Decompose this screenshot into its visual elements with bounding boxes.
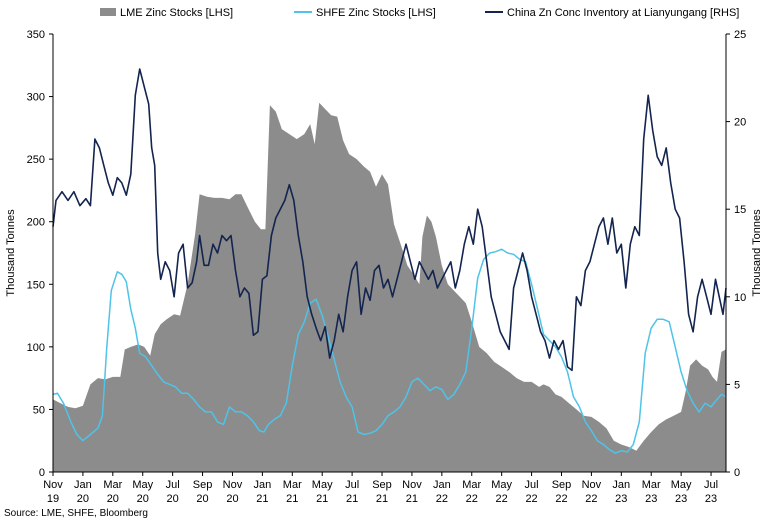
x-tick-label-year: 22 xyxy=(525,493,537,505)
legend-label: China Zn Conc Inventory at Lianyungang [… xyxy=(507,7,739,19)
x-tick-label-year: 22 xyxy=(585,493,597,505)
legend: LME Zinc Stocks [LHS] SHFE Zinc Stocks [L… xyxy=(100,7,739,19)
y-left-tick-label: 250 xyxy=(27,154,45,166)
x-tick-label-year: 22 xyxy=(436,493,448,505)
x-tick-label-month: Jan xyxy=(74,479,92,491)
x-tick-label-year: 22 xyxy=(555,493,567,505)
x-tick-label-year: 20 xyxy=(137,493,149,505)
x-tick-label-year: 20 xyxy=(77,493,89,505)
x-tick-label-month: Jan xyxy=(254,479,272,491)
x-tick-label-month: Jul xyxy=(704,479,718,491)
series-shfe-zinc-line xyxy=(52,248,727,454)
y-right-tick-label: 10 xyxy=(734,292,746,304)
legend-label: SHFE Zinc Stocks [LHS] xyxy=(316,7,436,19)
y-left-tick-label: 100 xyxy=(27,342,45,354)
x-tick-label-month: Mar xyxy=(642,479,661,491)
x-tick-label-month: Sep xyxy=(193,479,213,491)
x-tick-label-year: 21 xyxy=(376,493,388,505)
x-tick-label-month: Nov xyxy=(43,479,63,491)
y-left-tick-label: 0 xyxy=(39,467,45,479)
legend-swatch-lme xyxy=(100,8,116,16)
x-tick-label-year: 23 xyxy=(645,493,657,505)
y-right-tick-label: 20 xyxy=(734,117,746,129)
x-tick-label-month: May xyxy=(312,479,333,491)
x-tick-label-year: 19 xyxy=(47,493,59,505)
x-tick-label-year: 23 xyxy=(705,493,717,505)
y-right-tick-label: 25 xyxy=(734,29,746,41)
y-left-tick-label: 350 xyxy=(27,29,45,41)
y-left-tick-label: 200 xyxy=(27,217,45,229)
x-tick-label-year: 21 xyxy=(256,493,268,505)
x-tick-label-year: 20 xyxy=(226,493,238,505)
y-left-tick-label: 300 xyxy=(27,92,45,104)
x-tick-label-month: Sep xyxy=(372,479,392,491)
x-tick-label-month: May xyxy=(132,479,153,491)
x-tick-label-month: Mar xyxy=(462,479,481,491)
x-tick-label-year: 21 xyxy=(406,493,418,505)
x-tick-label-year: 22 xyxy=(466,493,478,505)
series-china-conc-line xyxy=(52,68,727,372)
y-right-tick-label: 0 xyxy=(734,467,740,479)
x-tick-label-month: May xyxy=(671,479,692,491)
x-tick-label-month: Jul xyxy=(525,479,539,491)
x-tick-label-month: Jul xyxy=(166,479,180,491)
x-tick-label-year: 22 xyxy=(496,493,508,505)
x-tick-label-month: Nov xyxy=(402,479,422,491)
x-tick-label-month: May xyxy=(491,479,512,491)
x-tick-label-year: 21 xyxy=(286,493,298,505)
x-tick-label-year: 21 xyxy=(316,493,328,505)
x-tick-label-month: Jan xyxy=(433,479,451,491)
x-tick-label-year: 23 xyxy=(675,493,687,505)
x-tick-label-month: Mar xyxy=(283,479,302,491)
x-tick-label-month: Nov xyxy=(582,479,602,491)
y-left-tick-label: 50 xyxy=(33,404,45,416)
y-axis-left-title: Thousand Tonnes xyxy=(5,209,17,297)
x-tick-label-year: 20 xyxy=(196,493,208,505)
x-tick-label-year: 23 xyxy=(615,493,627,505)
y-axis-right-title: Thousand Tonnes xyxy=(751,209,763,297)
legend-label: LME Zinc Stocks [LHS] xyxy=(120,7,233,19)
y-right-tick-label: 15 xyxy=(734,204,746,216)
x-tick-label-year: 20 xyxy=(107,493,119,505)
y-left-tick-label: 150 xyxy=(27,279,45,291)
x-tick-label-month: Sep xyxy=(552,479,572,491)
x-tick-label-year: 20 xyxy=(167,493,179,505)
x-tick-label-month: Mar xyxy=(103,479,122,491)
x-tick-label-month: Jan xyxy=(612,479,630,491)
x-tick-label-month: Nov xyxy=(223,479,243,491)
source-note: Source: LME, SHFE, Bloomberg xyxy=(4,508,148,519)
y-right-tick-label: 5 xyxy=(734,379,740,391)
plot-area xyxy=(52,68,727,473)
axes: 0 50 100 150 200 250 300 350 0 5 10 15 20 25 Nov 19 Jan 2… xyxy=(5,29,763,505)
x-tick-label-year: 21 xyxy=(346,493,358,505)
x-tick-label-month: Jul xyxy=(345,479,359,491)
